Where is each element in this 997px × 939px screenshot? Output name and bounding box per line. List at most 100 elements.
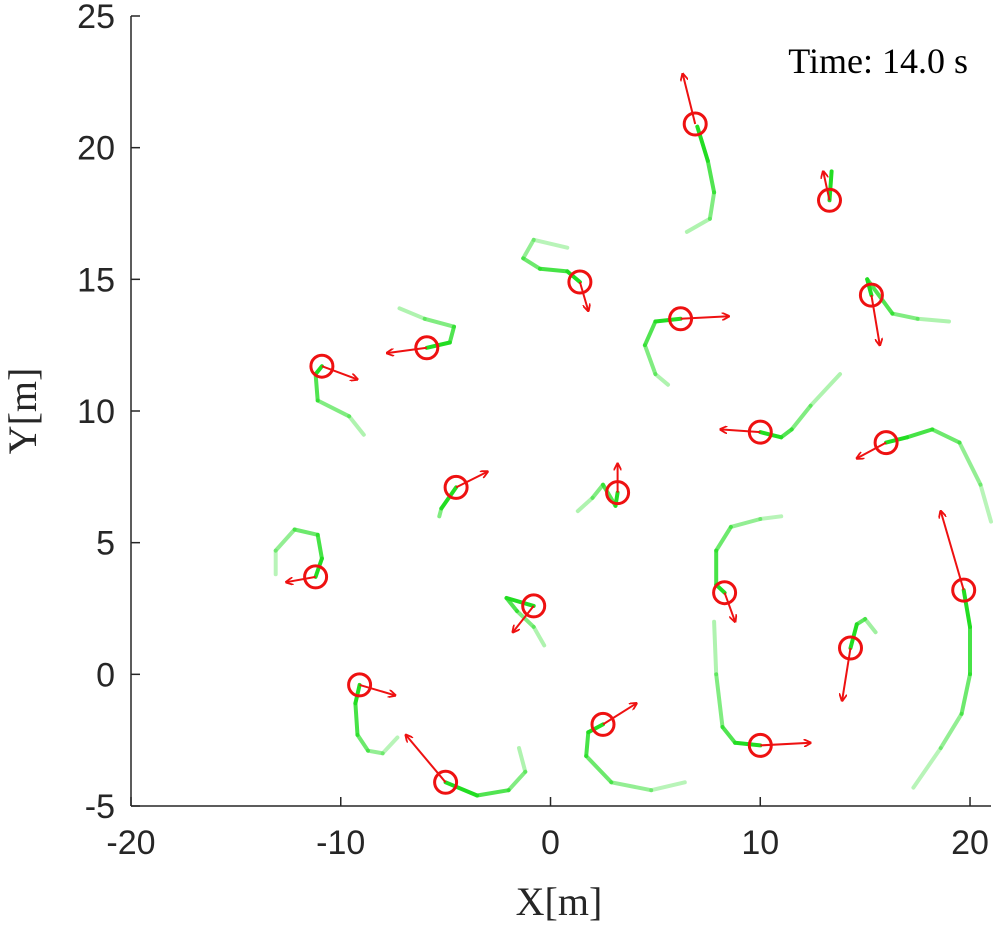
agent-trail-segment	[353, 701, 360, 737]
agent-trail-segment	[827, 169, 834, 203]
agent-trail-segment	[905, 427, 935, 440]
agent-trail-segment	[684, 216, 712, 234]
agent-trail-segment	[642, 343, 658, 377]
agent-trail-segment	[447, 324, 456, 345]
agent-marker	[858, 282, 884, 308]
agent-velocity-arrow	[723, 592, 736, 622]
agent-trail-segment	[531, 237, 570, 250]
agent-marker	[590, 711, 616, 737]
agent-trail-segment	[315, 398, 352, 419]
agent-trail-segment	[758, 514, 784, 521]
agent-trail-segment	[437, 506, 444, 519]
agent-trail-segment	[714, 524, 733, 553]
agent-trail-segment	[707, 190, 717, 221]
agent-trail-segment	[565, 269, 582, 284]
agent-trail-segment	[789, 403, 813, 432]
agent-trail-segment	[720, 725, 738, 745]
agent-trail-segment	[961, 588, 972, 629]
time-annotation: Time: 14.0 s	[788, 41, 968, 81]
agent-velocity-arrow	[359, 683, 396, 696]
agent-velocity-arrow	[842, 647, 852, 701]
agent-marker	[347, 672, 373, 698]
arrows-layer	[286, 74, 965, 783]
agent-trail-segment	[959, 672, 972, 716]
agent-trail-segment	[915, 316, 951, 324]
agent-velocity-arrow	[680, 316, 729, 319]
agent-trail-segment	[705, 158, 717, 195]
agent-marker	[605, 480, 631, 506]
agent-velocity-arrow	[578, 281, 588, 311]
x-tick-label: 20	[951, 824, 989, 862]
agent-trail-segment	[517, 746, 528, 774]
agent-trail-segment	[521, 237, 536, 261]
agent-velocity-arrow	[941, 511, 965, 591]
y-tick-label: -5	[85, 788, 115, 826]
agent-trail-segment	[531, 624, 547, 648]
agent-marker	[567, 269, 593, 295]
agent-marker	[838, 635, 863, 661]
agent-trail-segment	[506, 769, 528, 793]
agent-marker	[521, 593, 547, 619]
agent-trail-segment	[584, 754, 614, 785]
y-axis-label: Y[m]	[0, 368, 45, 455]
agent-velocity-arrow	[760, 743, 810, 746]
agent-velocity-arrow	[455, 472, 488, 489]
agent-marker	[443, 474, 469, 500]
agent-marker	[712, 580, 738, 606]
x-tick-label: -10	[316, 824, 365, 862]
agent-velocity-arrow	[406, 735, 447, 783]
agent-trail-segment	[443, 780, 480, 798]
y-tick-label: 15	[77, 261, 115, 299]
agent-trail-segment	[930, 427, 962, 445]
agent-trail-segment	[347, 414, 366, 437]
agent-trail-segment	[890, 311, 920, 321]
agent-marker	[747, 732, 773, 758]
agent-trail-segment	[353, 682, 362, 706]
agent-trail-segment	[653, 372, 670, 387]
agent-trail-segment	[315, 532, 324, 561]
agent-trail-segment	[439, 485, 459, 511]
agent-trail-segment	[808, 372, 842, 408]
x-tick-label: -20	[106, 824, 155, 862]
agent-velocity-arrow	[870, 294, 879, 345]
agent-marker	[303, 564, 329, 590]
agent-trail-segment	[366, 748, 385, 756]
agent-marker	[668, 306, 694, 332]
agent-marker	[817, 187, 842, 213]
agent-trail-segment	[397, 306, 427, 321]
agent-trail-segment	[575, 495, 595, 514]
agent-trail-segment	[695, 124, 710, 163]
agent-trail-segment	[854, 617, 868, 627]
agent-trail-segment	[911, 746, 943, 790]
agent-marker	[951, 577, 977, 603]
agent-trail-segment	[521, 256, 542, 271]
agent-trail-segment	[313, 372, 320, 403]
agent-trail-segment	[590, 482, 605, 500]
agent-trail-segment	[649, 780, 687, 793]
agent-trail-segment	[978, 482, 993, 524]
agent-trail-segment	[957, 440, 983, 487]
agent-marker	[682, 111, 708, 137]
agent-trail-segment	[273, 527, 297, 553]
x-tick-label: 0	[541, 824, 560, 862]
agent-velocity-arrow	[321, 365, 358, 379]
agent-trail-segment	[422, 316, 456, 329]
y-tick-label: 5	[96, 525, 115, 563]
agent-trail-segment	[586, 722, 605, 735]
agent-velocity-arrow	[387, 346, 427, 353]
agent-velocity-arrow	[513, 605, 535, 632]
agent-trail-segment	[938, 711, 964, 751]
agent-velocity-arrow	[286, 575, 316, 582]
agent-velocity-arrow	[720, 429, 761, 432]
agent-trail-segment	[609, 780, 654, 793]
axes: -20 -10 0 10 20 -5 0 5 10 15 20 25	[77, 0, 991, 862]
agent-trail-segment	[515, 609, 536, 629]
agent-trail-segment	[504, 596, 536, 608]
x-axis-label: X[m]	[516, 879, 603, 924]
agent-marker	[747, 419, 773, 445]
agent-velocity-arrow	[683, 74, 697, 125]
agent-velocity-arrow	[857, 441, 887, 459]
markers-layer	[303, 111, 977, 795]
agent-trail-segment	[538, 266, 570, 274]
